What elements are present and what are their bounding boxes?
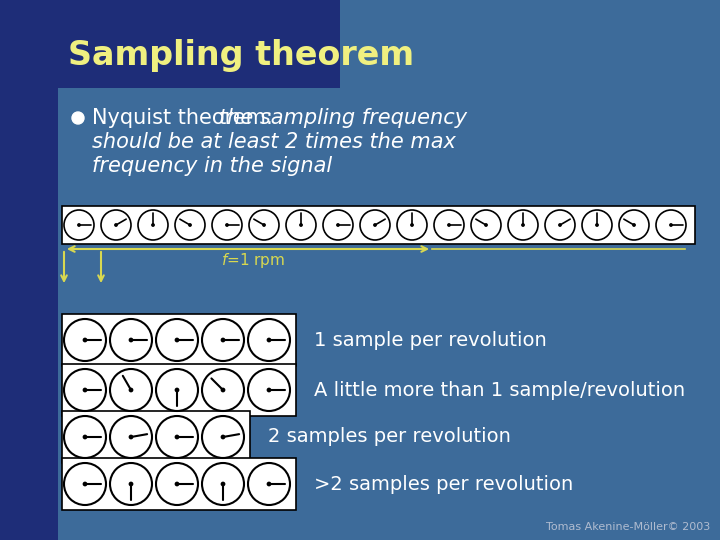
Circle shape — [434, 210, 464, 240]
Circle shape — [78, 224, 80, 226]
Text: should be at least 2 times the max: should be at least 2 times the max — [92, 132, 456, 152]
Circle shape — [670, 224, 672, 226]
Circle shape — [411, 224, 413, 226]
Circle shape — [84, 435, 86, 438]
Circle shape — [156, 369, 198, 411]
Circle shape — [267, 339, 271, 342]
Circle shape — [202, 463, 244, 505]
Circle shape — [152, 224, 154, 226]
Circle shape — [176, 435, 179, 438]
Bar — [0, 0, 58, 540]
Circle shape — [64, 416, 106, 458]
Bar — [62, 364, 296, 416]
Circle shape — [221, 435, 225, 438]
Circle shape — [130, 435, 132, 438]
Circle shape — [582, 210, 612, 240]
Circle shape — [110, 319, 152, 361]
Circle shape — [485, 224, 487, 226]
Bar — [62, 206, 695, 244]
Circle shape — [64, 463, 106, 505]
Circle shape — [156, 319, 198, 361]
Circle shape — [226, 224, 228, 226]
Circle shape — [84, 482, 86, 485]
Circle shape — [114, 224, 117, 226]
Circle shape — [176, 482, 179, 485]
Circle shape — [101, 210, 131, 240]
Circle shape — [633, 224, 635, 226]
Text: 1 sample per revolution: 1 sample per revolution — [314, 330, 546, 349]
Circle shape — [202, 319, 244, 361]
Circle shape — [596, 224, 598, 226]
Circle shape — [267, 482, 271, 485]
Circle shape — [249, 210, 279, 240]
Circle shape — [130, 339, 132, 342]
Circle shape — [156, 463, 198, 505]
Circle shape — [110, 463, 152, 505]
Circle shape — [156, 416, 198, 458]
Circle shape — [221, 388, 225, 392]
Circle shape — [221, 339, 225, 342]
Circle shape — [176, 388, 179, 392]
Circle shape — [619, 210, 649, 240]
Circle shape — [448, 224, 450, 226]
Circle shape — [286, 210, 316, 240]
Circle shape — [267, 388, 271, 392]
Circle shape — [300, 224, 302, 226]
Circle shape — [110, 369, 152, 411]
Bar — [62, 411, 250, 463]
Circle shape — [110, 416, 152, 458]
Circle shape — [202, 416, 244, 458]
Text: 2 samples per revolution: 2 samples per revolution — [268, 428, 511, 447]
Circle shape — [189, 224, 192, 226]
Circle shape — [656, 210, 686, 240]
Circle shape — [323, 210, 353, 240]
Text: >2 samples per revolution: >2 samples per revolution — [314, 475, 573, 494]
Text: frequency in the signal: frequency in the signal — [92, 156, 332, 176]
Circle shape — [130, 388, 132, 392]
Text: the sampling frequency: the sampling frequency — [219, 108, 467, 128]
Circle shape — [559, 224, 561, 226]
Circle shape — [175, 210, 205, 240]
Text: Sampling theorem: Sampling theorem — [68, 39, 414, 72]
Circle shape — [360, 210, 390, 240]
Circle shape — [545, 210, 575, 240]
Circle shape — [72, 112, 84, 124]
Text: Nyquist theorem:: Nyquist theorem: — [92, 108, 279, 128]
Circle shape — [84, 388, 86, 392]
Circle shape — [471, 210, 501, 240]
Circle shape — [263, 224, 265, 226]
Circle shape — [248, 369, 290, 411]
Circle shape — [248, 463, 290, 505]
Circle shape — [374, 224, 376, 226]
Bar — [62, 458, 296, 510]
Circle shape — [508, 210, 538, 240]
Circle shape — [138, 210, 168, 240]
Circle shape — [337, 224, 339, 226]
Circle shape — [212, 210, 242, 240]
Circle shape — [84, 339, 86, 342]
Circle shape — [202, 369, 244, 411]
Circle shape — [221, 482, 225, 485]
Circle shape — [64, 319, 106, 361]
Circle shape — [397, 210, 427, 240]
Text: A little more than 1 sample/revolution: A little more than 1 sample/revolution — [314, 381, 685, 400]
Circle shape — [64, 210, 94, 240]
Bar — [62, 314, 296, 366]
Circle shape — [248, 319, 290, 361]
Text: $f$=1 rpm: $f$=1 rpm — [221, 251, 285, 270]
Bar — [0, 0, 340, 88]
Text: Tomas Akenine-Möller© 2003: Tomas Akenine-Möller© 2003 — [546, 522, 710, 532]
Circle shape — [522, 224, 524, 226]
Circle shape — [64, 369, 106, 411]
Circle shape — [130, 482, 132, 485]
Circle shape — [176, 339, 179, 342]
